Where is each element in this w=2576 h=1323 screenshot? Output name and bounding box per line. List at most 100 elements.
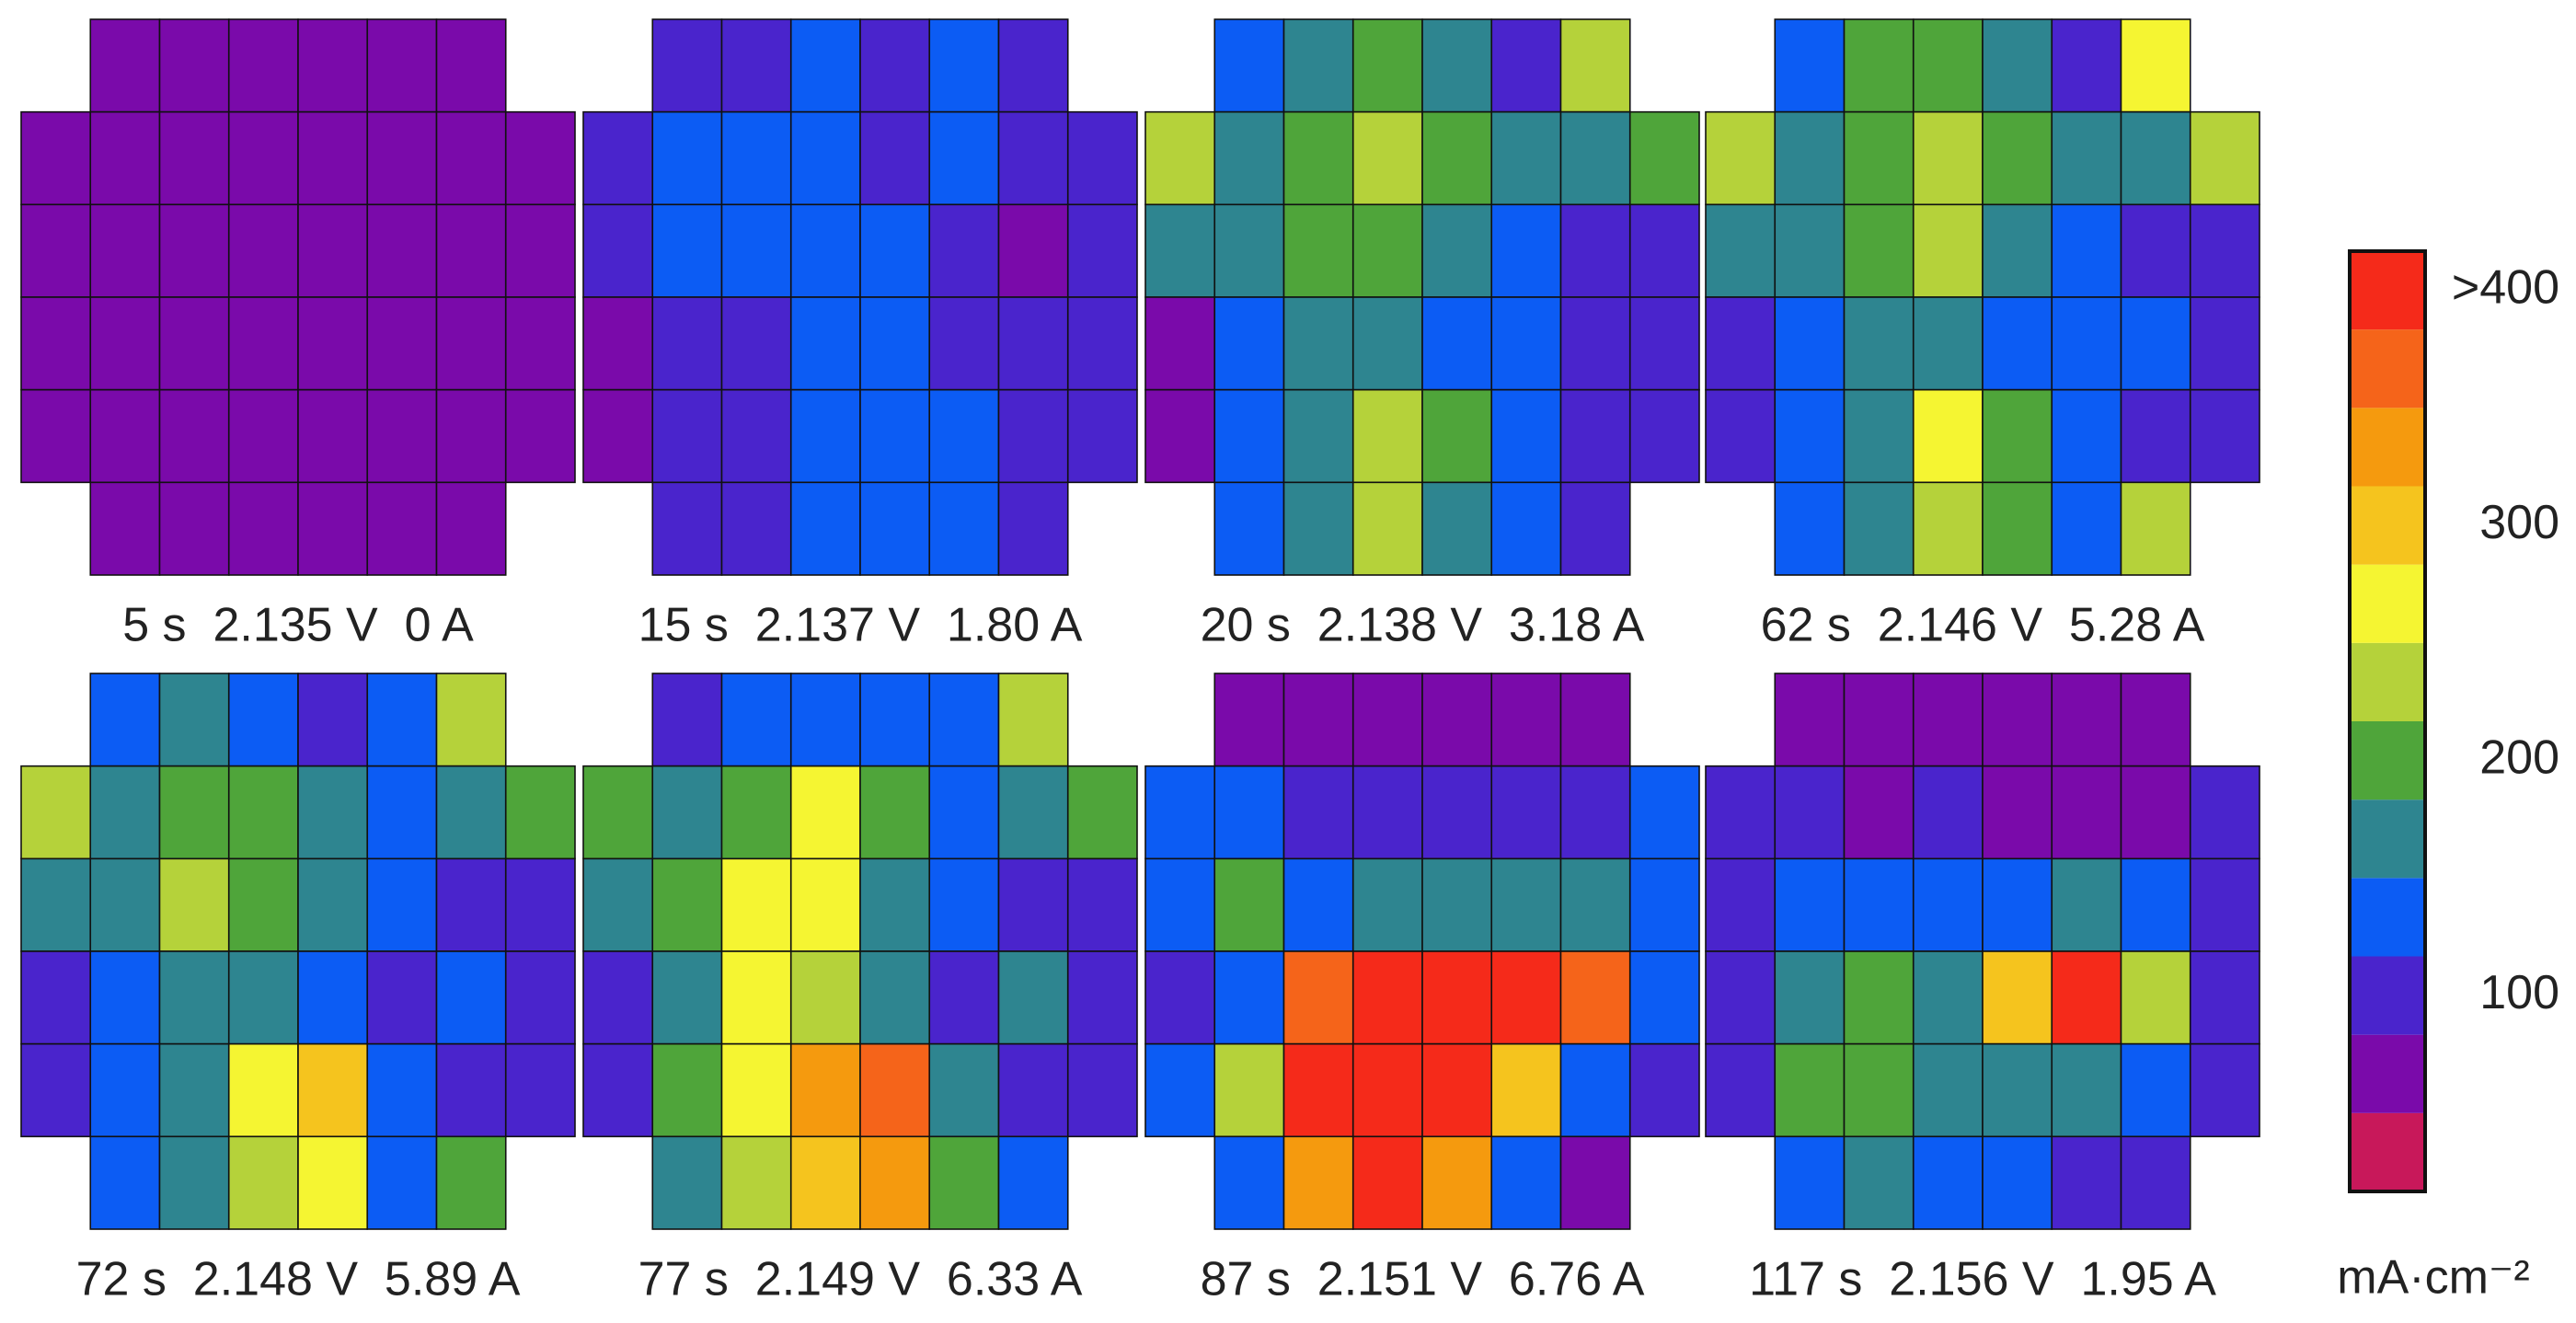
heat-cell <box>1421 857 1493 952</box>
heat-cell <box>1982 950 2053 1045</box>
heat-cell <box>1282 18 1354 113</box>
heat-cell <box>1490 388 1562 484</box>
heat-cell <box>2120 296 2191 391</box>
panel-label: 20 s 2.138 V 3.18 A <box>1201 599 1645 652</box>
heat-cell <box>651 673 723 767</box>
heat-cell <box>1982 18 2053 113</box>
heat-cell <box>2120 110 2191 206</box>
heat-cell <box>1351 18 1423 113</box>
heat-cell <box>2051 1042 2122 1138</box>
heat-cell <box>2120 18 2191 113</box>
heat-cell <box>651 950 723 1045</box>
heat-cell <box>1912 1135 1984 1230</box>
heat-cell <box>1843 203 1915 298</box>
heat-cell <box>366 1042 438 1138</box>
heat-cell <box>227 203 299 298</box>
heat-cell <box>1213 296 1285 391</box>
heat-cell <box>1628 203 1700 298</box>
heat-cell <box>2189 1042 2260 1138</box>
heat-cell <box>1421 388 1493 484</box>
heat-cell <box>2120 1042 2191 1138</box>
heat-cell <box>158 765 230 860</box>
heat-cell <box>1912 1042 1984 1138</box>
heat-cell <box>1843 673 1915 767</box>
heat-cell <box>435 388 507 484</box>
heat-cell <box>2189 950 2260 1045</box>
heat-cell <box>1421 481 1493 576</box>
heat-cell <box>789 481 861 576</box>
heat-cell <box>928 765 1000 860</box>
heat-cell <box>158 481 230 576</box>
heat-cell <box>366 857 438 952</box>
heat-cell <box>1066 950 1138 1045</box>
heat-cell <box>435 673 507 767</box>
heat-cell <box>2189 110 2260 206</box>
heat-cell <box>1144 110 1216 206</box>
heat-cell <box>1490 950 1562 1045</box>
heat-cell <box>20 388 92 484</box>
heat-cell <box>1912 110 1984 206</box>
heat-cell <box>582 950 654 1045</box>
colorbar-band <box>2350 800 2425 879</box>
heat-cell <box>1421 765 1493 860</box>
heat-cell <box>366 296 438 391</box>
heat-cell <box>227 388 299 484</box>
heat-cell <box>89 673 161 767</box>
heat-cell <box>651 857 723 952</box>
heat-cell <box>1490 296 1562 391</box>
heat-cell <box>89 1042 161 1138</box>
heat-cell <box>1421 950 1493 1045</box>
heat-cell <box>227 765 299 860</box>
heat-cell <box>89 481 161 576</box>
heat-cell <box>2051 950 2122 1045</box>
heat-cell <box>928 1042 1000 1138</box>
heat-cell <box>1421 110 1493 206</box>
heat-cell <box>928 1135 1000 1230</box>
heat-cell <box>1490 481 1562 576</box>
heat-cell <box>1213 203 1285 298</box>
heat-cell <box>1066 110 1138 206</box>
heat-cell <box>504 203 576 298</box>
heat-cell <box>1843 857 1915 952</box>
heat-cell <box>1843 765 1915 860</box>
heat-cell <box>366 388 438 484</box>
heat-cell <box>297 18 369 113</box>
colorbar-band <box>2350 564 2425 643</box>
heat-cell <box>1982 765 2053 860</box>
heat-cell <box>1421 1135 1493 1230</box>
heat-cell <box>859 1135 931 1230</box>
heat-cell <box>1490 110 1562 206</box>
heat-cell <box>20 950 92 1045</box>
heat-cell <box>1843 18 1915 113</box>
heat-cell <box>435 765 507 860</box>
heat-cell <box>1282 765 1354 860</box>
heat-cell <box>789 673 861 767</box>
heat-cell <box>2051 765 2122 860</box>
heat-cell <box>1774 1135 1846 1230</box>
heat-cell <box>1705 765 1777 860</box>
heat-cell <box>297 857 369 952</box>
heat-cell <box>1912 673 1984 767</box>
heat-cell <box>2051 1135 2122 1230</box>
heat-cell <box>1912 857 1984 952</box>
heat-cell <box>1705 857 1777 952</box>
heat-cell <box>997 481 1069 576</box>
heat-cell <box>1912 950 1984 1045</box>
heat-cell <box>1774 296 1846 391</box>
heat-cell <box>582 388 654 484</box>
heat-cell <box>2120 481 2191 576</box>
heat-cell <box>297 765 369 860</box>
panel-label: 117 s 2.156 V 1.95 A <box>1749 1253 2216 1306</box>
heat-cell <box>297 1042 369 1138</box>
heat-cell <box>997 296 1069 391</box>
heat-cell <box>366 110 438 206</box>
heat-cell <box>1843 110 1915 206</box>
heat-cell <box>2189 388 2260 484</box>
heat-cell <box>2051 296 2122 391</box>
heat-cell <box>89 1135 161 1230</box>
heat-cell <box>158 1135 230 1230</box>
heat-cell <box>1421 673 1493 767</box>
heat-cell <box>651 18 723 113</box>
heat-cell <box>582 110 654 206</box>
heat-cell <box>504 110 576 206</box>
